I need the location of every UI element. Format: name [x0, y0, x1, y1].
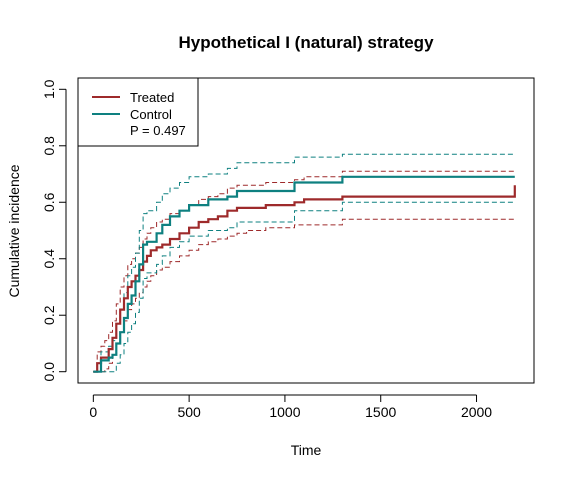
x-axis: 0 500 1000 1500 2000 — [89, 394, 492, 420]
ci-lower-treated — [93, 218, 515, 373]
y-axis-label: Cumulative incidence — [6, 164, 22, 297]
x-tick-label: 1000 — [269, 404, 300, 420]
y-tick-label: 0.6 — [41, 192, 57, 212]
y-axis: 0.0 0.2 0.4 0.6 0.8 1.0 — [41, 79, 67, 382]
x-tick-label: 500 — [177, 404, 201, 420]
x-tick-label: 0 — [89, 404, 97, 420]
curve-control — [93, 175, 515, 373]
chart-title: Hypothetical I (natural) strategy — [178, 33, 434, 52]
y-tick-label: 1.0 — [41, 79, 57, 99]
series-layer — [93, 153, 516, 373]
legend-label-treated: Treated — [130, 90, 174, 105]
y-tick-label: 0.2 — [41, 305, 57, 325]
legend-p-value: P = 0.497 — [130, 123, 186, 138]
ci-upper-treated — [93, 170, 515, 373]
curve-treated — [93, 185, 516, 373]
legend-box — [77, 77, 199, 147]
ci-upper-control — [93, 153, 515, 373]
legend: Treated Control P = 0.497 — [77, 77, 199, 147]
plot-frame — [77, 77, 535, 384]
legend-label-control: Control — [130, 107, 172, 122]
x-tick-label: 2000 — [461, 404, 492, 420]
ci-lower-control — [93, 201, 515, 373]
y-tick-label: 0.0 — [41, 362, 57, 382]
x-axis-label: Time — [291, 442, 322, 458]
y-tick-label: 0.4 — [41, 249, 57, 269]
x-tick-label: 1500 — [365, 404, 396, 420]
y-tick-label: 0.8 — [41, 136, 57, 156]
